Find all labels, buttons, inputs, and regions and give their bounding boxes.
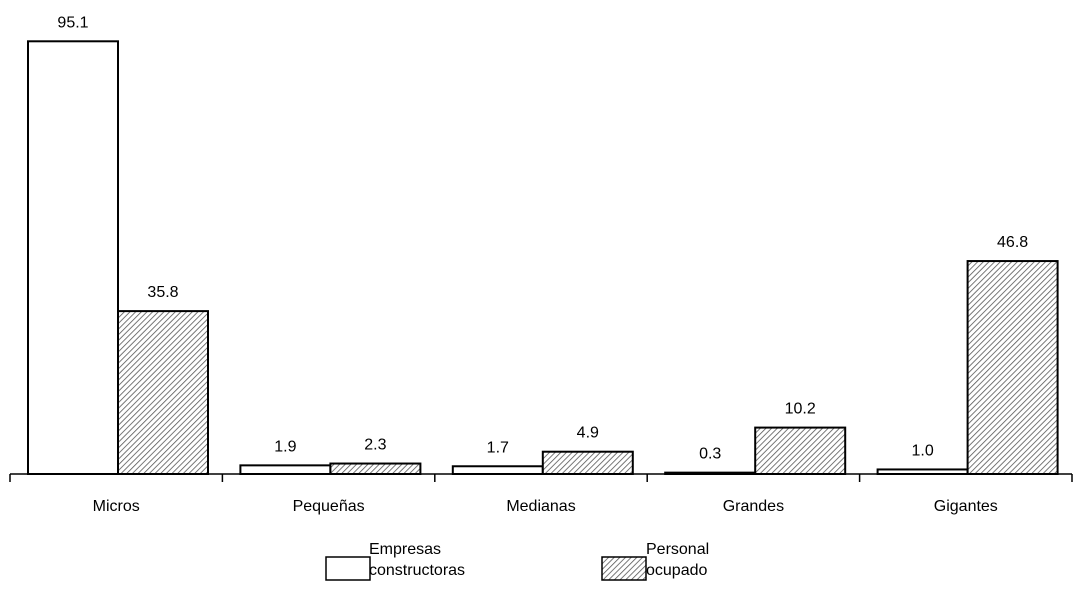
x-tick-label: Gigantes [934, 498, 998, 515]
bar-personal-grandes [754, 426, 847, 475]
bar-personal-medianas [541, 450, 634, 475]
x-tick-label: Grandes [723, 498, 784, 515]
data-label: 4.9 [577, 425, 599, 442]
data-label: 10.2 [785, 401, 816, 418]
data-label: 95.1 [57, 14, 88, 31]
bar-personal-pequeñas [329, 462, 422, 476]
bar-empresas-pequeñas [239, 464, 332, 476]
data-label: 0.3 [699, 446, 721, 463]
legend-label-personal: Personal ocupado [646, 541, 709, 579]
data-label: 35.8 [147, 284, 178, 301]
bar-empresas-medianas [451, 465, 544, 476]
legend-label-empresas: Empresas constructoras [369, 541, 465, 579]
bar-empresas-micros [27, 40, 119, 475]
x-tick-label: Pequeñas [293, 498, 365, 515]
bar-personal-gigantes [966, 260, 1059, 475]
legend-swatch-empresas [325, 556, 371, 581]
data-label: 46.8 [997, 234, 1028, 251]
data-label: 1.0 [911, 442, 933, 459]
x-tick-label: Medianas [506, 498, 575, 515]
data-label: 2.3 [364, 437, 386, 454]
bars-layer: 95.1 35.8 1.9 2.3 1.7 4.9 0.3 10.2 1.0 46.8 [27, 14, 1059, 476]
legend-swatch-personal [601, 556, 647, 581]
bar-personal-micros [117, 310, 209, 475]
x-axis: Micros Pequeñas Medianas Grandes Gigantes [9, 473, 1073, 515]
x-tick-label: Micros [93, 498, 140, 515]
legend: Empresas constructoras Personal ocupado [325, 541, 709, 581]
data-label: 1.9 [274, 438, 296, 455]
data-label: 1.7 [487, 439, 509, 456]
